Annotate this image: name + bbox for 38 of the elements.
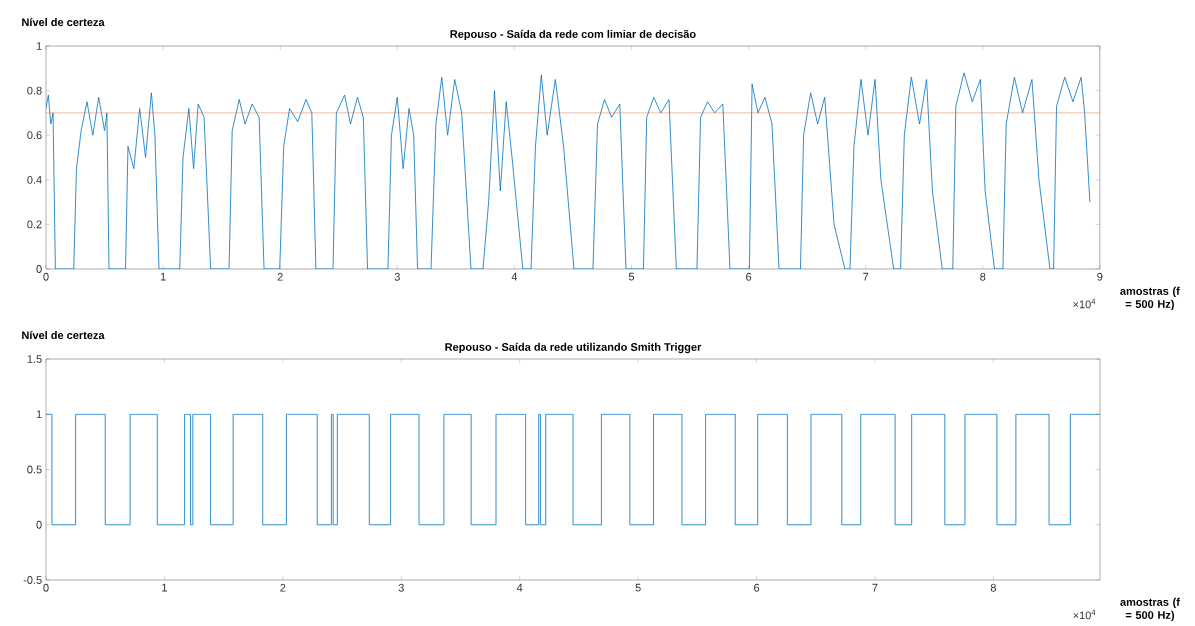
x-tick-label: 0 (43, 583, 49, 592)
y-tick-label: -0.5 (23, 576, 42, 584)
y-tick-label: 0.5 (27, 465, 42, 474)
x-tick-label: 8 (980, 272, 986, 281)
x-tick-label: 3 (394, 272, 400, 281)
y-tick-label: 0 (36, 265, 42, 273)
x-tick-label: 7 (872, 583, 878, 592)
x-tick-label: 8 (990, 583, 996, 592)
y-tick-label: 1 (36, 410, 42, 419)
x-tick-label: 0 (43, 272, 49, 281)
y-tick-label: 1 (36, 42, 42, 50)
x-tick-label: 5 (635, 583, 641, 592)
x-tick-label: 9 (1097, 272, 1103, 281)
text: ×10$^{4}$ (1073, 298, 1096, 309)
x-tick-label: 4 (516, 583, 523, 592)
y-tick-label: 0.6 (27, 131, 42, 140)
x-axis-title: amostras (f = 500 Hz) (1120, 286, 1180, 311)
chart-title: Repouso - Saída da rede utilizando Smith Trigger (445, 342, 702, 354)
chart-title: Repouso - Saída da rede com limiar de decisão (450, 29, 696, 41)
y-tick-label: 0.2 (27, 220, 42, 229)
x-tick-label: 2 (277, 272, 283, 281)
x-tick-label: 1 (160, 272, 166, 281)
y-tick-label: 1.5 (27, 355, 42, 363)
x-tick-label: 2 (280, 583, 286, 592)
x-tick-label: 6 (746, 272, 752, 281)
x-tick-label: 5 (628, 272, 635, 281)
text: ×10$^{4}$ (1073, 609, 1096, 620)
y-axis-title: Nível de certeza (22, 330, 105, 340)
x-tick-label: 1 (162, 583, 167, 592)
x-tick-label: 7 (863, 272, 869, 281)
x-tick-label: 4 (511, 272, 518, 281)
y-tick-label: 0.4 (27, 175, 42, 184)
y-tick-label: 0.8 (27, 86, 42, 95)
y-tick-label: 0 (36, 520, 42, 529)
x-tick-label: 6 (754, 583, 760, 592)
y-axis-title: Nível de certeza (22, 17, 105, 27)
x-tick-label: 3 (398, 583, 404, 592)
x-axis-title: amostras (f = 500 Hz) (1120, 597, 1180, 622)
